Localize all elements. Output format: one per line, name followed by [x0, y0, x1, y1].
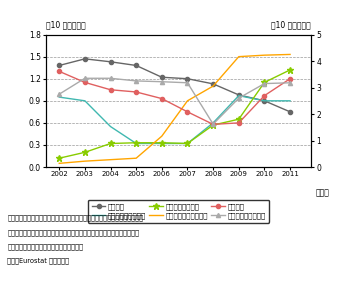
労働市場サービス — [288, 68, 292, 72]
失業手当等（右軸） — [109, 77, 113, 80]
障害者等の雇用・訓練 — [57, 162, 61, 165]
職業訓練 — [57, 70, 61, 73]
障害者等の雇用・訓練 — [160, 134, 164, 138]
職業訓練 — [262, 94, 267, 97]
職業訓練 — [211, 123, 215, 126]
Line: 障害者等の雇用・訓練: 障害者等の雇用・訓練 — [59, 54, 290, 163]
労働市場サービス — [211, 123, 215, 127]
障害者等の雇用・訓練 — [185, 99, 190, 103]
雇用インセンティブ — [237, 94, 241, 97]
Line: 労働市場サービス: 労働市場サービス — [56, 67, 293, 162]
失業手当等（右軸） — [185, 81, 190, 84]
雇用インセンティブ — [160, 142, 164, 145]
障害者等の雇用・訓練 — [134, 156, 138, 160]
Text: 資料：Eurostat から作成。: 資料：Eurostat から作成。 — [7, 258, 69, 264]
職業訓練 — [109, 88, 113, 92]
労働市場サービス — [83, 151, 87, 154]
Text: （10 億ユーロ）: （10 億ユーロ） — [46, 20, 86, 29]
労働市場サービス — [160, 141, 164, 145]
失業手当等（右軸） — [237, 96, 241, 100]
雇用インセンティブ — [185, 142, 190, 145]
職業訓練 — [185, 110, 190, 113]
早期退職 — [57, 64, 61, 67]
Line: 職業訓練: 職業訓練 — [57, 69, 292, 126]
障害者等の雇用・訓練 — [83, 160, 87, 163]
早期退職 — [83, 57, 87, 60]
早期退職 — [237, 93, 241, 97]
失業手当等（右軸） — [57, 92, 61, 96]
Text: （10 億ユーロ）: （10 億ユーロ） — [271, 20, 311, 29]
労働市場サービス — [262, 81, 267, 84]
早期退職 — [185, 77, 190, 80]
職業訓練 — [237, 121, 241, 125]
職業訓練 — [83, 81, 87, 84]
労働市場サービス — [57, 156, 61, 160]
Text: 備考：本図における職業訓練は、失業者、非自発的失業のおそれのある者、: 備考：本図における職業訓練は、失業者、非自発的失業のおそれのある者、 — [7, 215, 143, 221]
Text: （年）: （年） — [316, 188, 330, 197]
Legend: 早期退職, 雇用インセンティブ, 労働市場サービス, 障害者等の雇用・訓練, 職業訓練, 失業手当等（右軸）: 早期退職, 雇用インセンティブ, 労働市場サービス, 障害者等の雇用・訓練, 職… — [88, 200, 269, 223]
障害者等の雇用・訓練 — [211, 84, 215, 88]
早期退職 — [262, 99, 267, 103]
Text: が受講可能な職業訓練を含まない。: が受講可能な職業訓練を含まない。 — [7, 243, 83, 250]
労働市場サービス — [185, 142, 190, 145]
障害者等の雇用・訓練 — [237, 55, 241, 58]
失業手当等（右軸） — [160, 80, 164, 84]
労働市場サービス — [109, 142, 113, 145]
失業手当等（右軸） — [134, 79, 138, 83]
労働市場サービス — [237, 118, 241, 121]
失業手当等（右軸） — [83, 77, 87, 80]
早期退職 — [134, 64, 138, 67]
障害者等の雇用・訓練 — [109, 158, 113, 161]
失業手当等（右軸） — [288, 81, 292, 84]
障害者等の雇用・訓練 — [288, 53, 292, 56]
職業訓練 — [134, 90, 138, 94]
職業訓練 — [160, 97, 164, 100]
早期退職 — [109, 60, 113, 64]
雇用インセンティブ — [211, 121, 215, 125]
Line: 早期退職: 早期退職 — [57, 57, 292, 114]
障害者等の雇用・訓練 — [262, 54, 267, 57]
失業手当等（右軸） — [262, 82, 267, 85]
Line: 失業手当等（右軸）: 失業手当等（右軸） — [57, 76, 292, 126]
雇用インセンティブ — [83, 99, 87, 103]
雇用インセンティブ — [134, 142, 138, 145]
早期退職 — [288, 110, 292, 113]
Text: 労働市場の外にいるが就労意欲のある者を対象とし、一般的に若者: 労働市場の外にいるが就労意欲のある者を対象とし、一般的に若者 — [7, 229, 139, 236]
雇用インセンティブ — [109, 125, 113, 128]
失業手当等（右軸） — [211, 122, 215, 126]
早期退職 — [160, 75, 164, 79]
Line: 雇用インセンティブ: 雇用インセンティブ — [59, 96, 290, 143]
雇用インセンティブ — [288, 99, 292, 103]
雇用インセンティブ — [262, 99, 267, 103]
職業訓練 — [288, 77, 292, 80]
雇用インセンティブ — [57, 95, 61, 99]
労働市場サービス — [134, 141, 138, 145]
早期退職 — [211, 82, 215, 86]
